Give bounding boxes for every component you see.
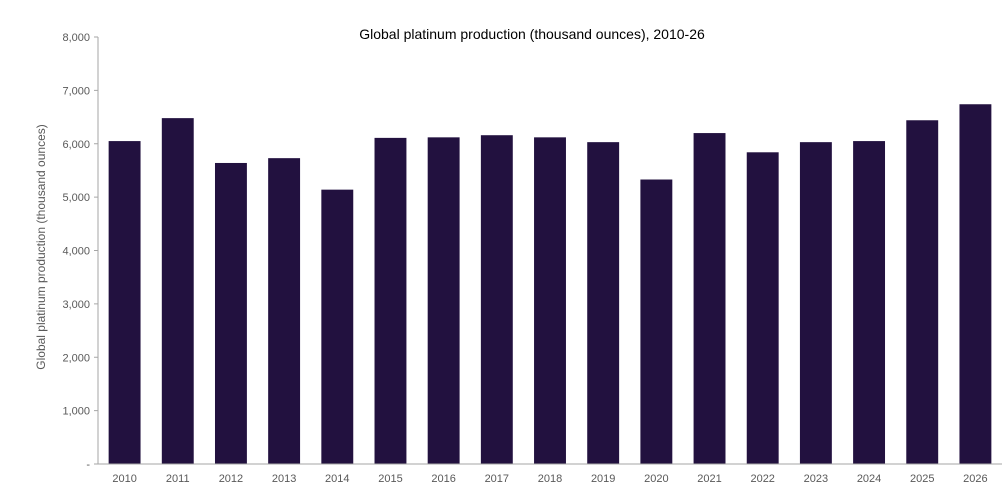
x-tick-label: 2022 (750, 473, 774, 485)
bar-2020 (640, 179, 673, 464)
y-tick-label: - (86, 459, 90, 471)
y-tick-label: 1,000 (62, 406, 90, 418)
bar-2021 (693, 133, 726, 464)
bar-2017 (480, 135, 513, 464)
x-tick-label: 2024 (857, 473, 881, 485)
bar-2016 (427, 137, 460, 464)
y-tick-label: 8,000 (62, 32, 90, 44)
x-tick-label: 2011 (166, 473, 190, 485)
y-tick-label: 4,000 (62, 246, 90, 258)
x-axis: 2010 2011 2012 2013 2014 2015 2016 2017 2018 2019… (98, 463, 1002, 485)
x-tick-label: 2013 (272, 473, 296, 485)
bar-2014 (321, 189, 354, 464)
x-tick-label: 2023 (804, 473, 828, 485)
x-tick-label: 2010 (112, 473, 136, 485)
x-tick-label: 2012 (219, 473, 243, 485)
y-tick-label: 2,000 (62, 352, 90, 364)
x-tick-label: 2017 (485, 473, 509, 485)
y-axis-label: Global platinum production (thousand oun… (34, 124, 48, 369)
x-tick-label: 2016 (431, 473, 455, 485)
bar-2015 (374, 137, 407, 464)
y-tick-label: 5,000 (62, 192, 90, 204)
y-tick-label: 3,000 (62, 299, 90, 311)
bar-2024 (853, 141, 886, 464)
bar-2013 (268, 158, 301, 464)
y-axis: - 1,000 2,000 3,000 4,000 5,000 6,000 7,000 8,00… (62, 32, 99, 471)
bar-2010 (108, 141, 141, 464)
x-tick-label: 2018 (538, 473, 562, 485)
x-tick-label: 2014 (325, 473, 349, 485)
y-tick-label: 7,000 (62, 85, 90, 97)
x-tick-label: 2026 (963, 473, 987, 485)
bar-2025 (906, 120, 939, 464)
x-tick-label: 2020 (644, 473, 668, 485)
x-tick-label: 2015 (378, 473, 402, 485)
bar-2011 (161, 118, 194, 464)
bar-2022 (746, 152, 779, 465)
bars (108, 104, 992, 465)
bar-2019 (587, 142, 620, 464)
x-tick-label: 2025 (910, 473, 934, 485)
bar-2023 (799, 142, 832, 464)
bar-2018 (534, 137, 566, 464)
bar-2012 (214, 162, 247, 464)
chart-title: Global platinum production (thousand oun… (359, 26, 705, 42)
x-tick-label: 2019 (591, 473, 615, 485)
x-tick-label: 2021 (697, 473, 721, 485)
y-tick-label: 6,000 (62, 139, 90, 151)
bar-2026 (959, 104, 992, 464)
